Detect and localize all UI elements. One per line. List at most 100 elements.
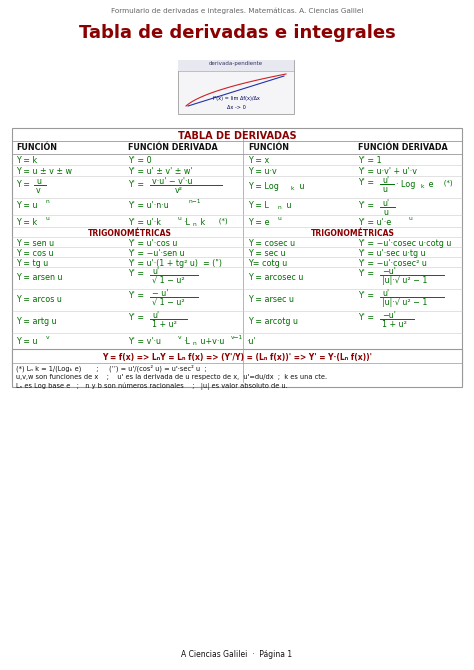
Text: u: u — [383, 208, 388, 217]
Text: Y = e: Y = e — [248, 218, 270, 227]
Text: Y = k: Y = k — [16, 156, 37, 165]
Text: Y' = u'·e: Y' = u'·e — [358, 218, 391, 227]
Text: Formulario de derivadas e integrales. Matemáticas. A. Ciencias Galilei: Formulario de derivadas e integrales. Ma… — [111, 8, 363, 15]
Text: u+v·u: u+v·u — [198, 337, 224, 346]
Text: TRIGONOMÉTRICAS: TRIGONOMÉTRICAS — [88, 229, 172, 238]
Text: FUNCIÓN DERIVADA: FUNCIÓN DERIVADA — [358, 143, 448, 152]
Text: n: n — [193, 341, 197, 346]
Text: k: k — [198, 218, 205, 227]
Text: Y = arcotg u: Y = arcotg u — [248, 317, 298, 326]
Text: u': u' — [382, 199, 389, 208]
Text: FUNCIÓN DERIVADA: FUNCIÓN DERIVADA — [128, 143, 218, 152]
Text: u: u — [382, 185, 387, 194]
Text: u: u — [284, 201, 292, 210]
Text: (*) Lₙ k = 1/(Logₖ e)       ;     (’’) = u'/(cos² u) = u'·sec² u  ;: (*) Lₙ k = 1/(Logₖ e) ; (’’) = u'/(cos² … — [16, 365, 207, 373]
Text: Y = f(x) => LₙY = Lₙ f(x) => (Y'/Y) = (Lₙ f(x))' => Y' = Y·(Lₙ f(x))': Y = f(x) => LₙY = Lₙ f(x) => (Y'/Y) = (L… — [102, 353, 372, 362]
Text: Y = u: Y = u — [16, 337, 37, 346]
Text: √ 1 − u²: √ 1 − u² — [152, 276, 185, 285]
Text: Y' = u'·k: Y' = u'·k — [128, 218, 161, 227]
Text: v: v — [46, 335, 49, 340]
Text: u': u' — [382, 289, 389, 298]
Text: Y' = u'·cos u: Y' = u'·cos u — [128, 239, 177, 248]
Text: Y = x: Y = x — [248, 156, 269, 165]
Text: Y = u·v: Y = u·v — [248, 167, 277, 176]
Text: Y = arsec u: Y = arsec u — [248, 295, 294, 304]
Text: Y' = u·v' + u'·v: Y' = u·v' + u'·v — [358, 167, 417, 176]
Text: Y = tg u: Y = tg u — [16, 259, 48, 268]
Text: e: e — [426, 180, 434, 189]
Text: |u|·√ u² − 1: |u|·√ u² − 1 — [382, 276, 428, 285]
FancyBboxPatch shape — [178, 60, 294, 71]
Text: Y = k: Y = k — [16, 218, 37, 227]
Text: derivada-pendiente: derivada-pendiente — [209, 62, 263, 66]
Text: Y' =: Y' = — [128, 180, 144, 189]
Text: √ 1 − u²: √ 1 − u² — [152, 298, 185, 307]
Text: n: n — [278, 205, 282, 210]
Text: Y' =: Y' = — [358, 269, 374, 278]
Text: Y' =: Y' = — [358, 178, 374, 187]
Text: v²: v² — [175, 186, 183, 195]
Text: k: k — [421, 184, 425, 189]
Text: FUNCIÓN: FUNCIÓN — [16, 143, 57, 152]
Text: −u': −u' — [382, 311, 396, 320]
Text: v−1: v−1 — [231, 335, 243, 340]
Text: (*): (*) — [437, 180, 453, 186]
Text: u: u — [178, 216, 182, 221]
Text: 1 + u²: 1 + u² — [152, 320, 177, 329]
Text: TRIGONOMÉTRICAS: TRIGONOMÉTRICAS — [310, 229, 394, 238]
Text: Y= cotg u: Y= cotg u — [248, 259, 287, 268]
Text: Y = cos u: Y = cos u — [16, 249, 54, 258]
Text: Y' = u'·(1 + tg² u)  = ("): Y' = u'·(1 + tg² u) = (") — [128, 259, 222, 268]
Text: Y =: Y = — [16, 180, 30, 189]
Text: Y' = −u'·sen u: Y' = −u'·sen u — [128, 249, 185, 258]
Text: Y = sen u: Y = sen u — [16, 239, 54, 248]
Text: Lₙ es Log base e   ;   n y b son números racionales    ;   |u| es valor absoluto: Lₙ es Log base e ; n y b son números rac… — [16, 382, 288, 389]
Text: Y' = u'·n·u: Y' = u'·n·u — [128, 201, 169, 210]
Text: n−1: n−1 — [189, 199, 201, 204]
Text: Y = L: Y = L — [248, 201, 269, 210]
Text: Y' =: Y' = — [128, 269, 144, 278]
Text: u': u' — [152, 267, 159, 276]
Text: TABLA DE DERIVADAS: TABLA DE DERIVADAS — [178, 131, 296, 141]
Text: Y = Log: Y = Log — [248, 182, 279, 191]
Text: Y' = −u'·cosec² u: Y' = −u'·cosec² u — [358, 259, 427, 268]
Text: u: u — [46, 216, 50, 221]
Text: Y' = 0: Y' = 0 — [128, 156, 152, 165]
Text: Δx -> 0: Δx -> 0 — [227, 105, 246, 110]
Text: Y' = u' ± v' ± w': Y' = u' ± v' ± w' — [128, 167, 192, 176]
Text: Y' =: Y' = — [358, 291, 374, 300]
Text: Y' = v'·u: Y' = v'·u — [128, 337, 161, 346]
Text: Y' =: Y' = — [128, 291, 144, 300]
FancyBboxPatch shape — [12, 128, 462, 382]
FancyBboxPatch shape — [12, 349, 462, 387]
Text: u': u' — [382, 176, 389, 185]
Text: k: k — [291, 186, 294, 191]
Text: |u|·√ u² − 1: |u|·√ u² − 1 — [382, 298, 428, 307]
Text: Y = arcosec u: Y = arcosec u — [248, 273, 303, 282]
Text: Tabla de derivadas e integrales: Tabla de derivadas e integrales — [79, 24, 395, 42]
Text: Y' = −u'·cosec u·cotg u: Y' = −u'·cosec u·cotg u — [358, 239, 451, 248]
Text: 1 + u²: 1 + u² — [382, 320, 407, 329]
Text: u,v,w son funciones de x    ;    u' es la derivada de u respecto de x,  u'=du/dx: u,v,w son funciones de x ; u' es la deri… — [16, 374, 327, 380]
Text: Y' = u'·sec u·tg u: Y' = u'·sec u·tg u — [358, 249, 426, 258]
Text: ·u': ·u' — [246, 337, 255, 346]
Text: Y = u ± v ± w: Y = u ± v ± w — [16, 167, 72, 176]
Text: Y = cosec u: Y = cosec u — [248, 239, 295, 248]
Text: u: u — [278, 216, 282, 221]
Text: A Ciencias Galilei  ·  Página 1: A Ciencias Galilei · Página 1 — [182, 650, 292, 659]
Text: · Log: · Log — [396, 180, 415, 189]
Text: (*): (*) — [212, 218, 228, 224]
Text: FUNCIÓN: FUNCIÓN — [248, 143, 289, 152]
Text: u: u — [36, 177, 41, 186]
Text: v·u' − v'·u: v·u' − v'·u — [152, 177, 192, 186]
Text: Y' =: Y' = — [128, 313, 144, 322]
Text: Y' =: Y' = — [358, 201, 374, 210]
Text: ·L: ·L — [183, 218, 190, 227]
Text: f'(x) = lim Δf(x)/Δx: f'(x) = lim Δf(x)/Δx — [212, 96, 259, 101]
Text: Y = arcos u: Y = arcos u — [16, 295, 62, 304]
Text: v: v — [178, 335, 182, 340]
Text: Y = u: Y = u — [16, 201, 37, 210]
Text: u: u — [297, 182, 304, 191]
Text: u': u' — [152, 311, 159, 320]
Text: v: v — [36, 186, 41, 195]
